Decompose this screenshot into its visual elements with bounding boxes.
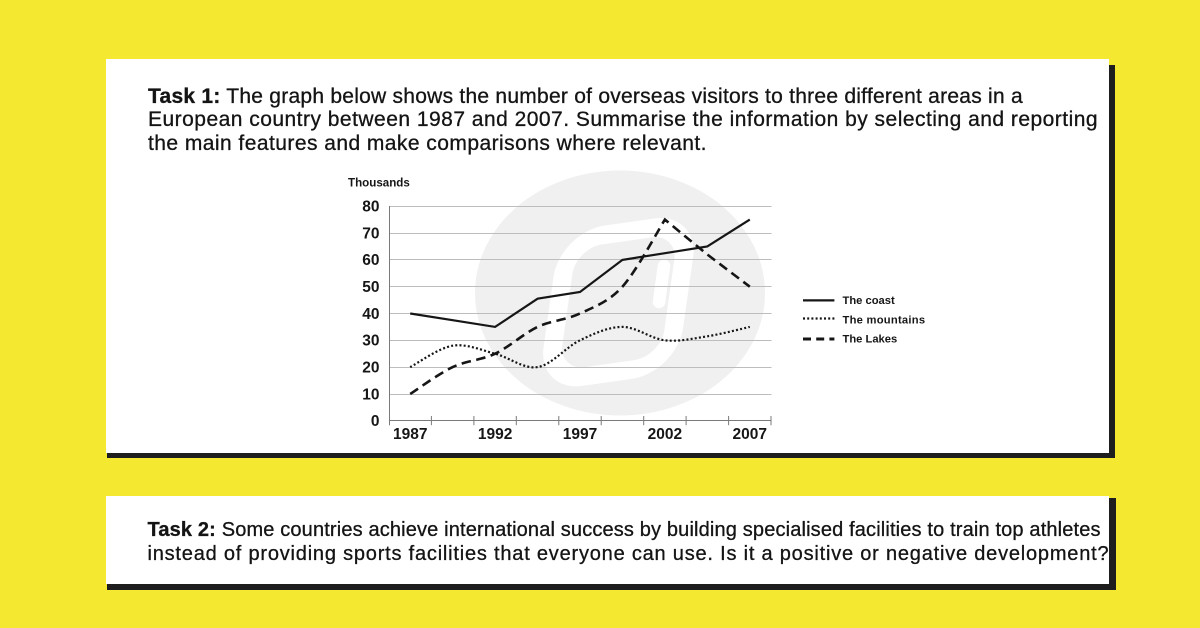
svg-text:1987: 1987: [393, 426, 427, 443]
svg-text:80: 80: [362, 199, 379, 216]
svg-text:20: 20: [362, 360, 379, 377]
svg-text:The coast: The coast: [843, 295, 895, 307]
svg-text:60: 60: [362, 252, 379, 269]
svg-text:0: 0: [371, 413, 380, 430]
svg-text:Thousands: Thousands: [348, 177, 410, 190]
svg-text:2007: 2007: [733, 426, 767, 443]
svg-text:70: 70: [362, 225, 379, 242]
svg-text:30: 30: [362, 333, 379, 350]
svg-text:The mountains: The mountains: [843, 314, 926, 326]
svg-text:1997: 1997: [563, 426, 597, 443]
svg-text:50: 50: [362, 279, 379, 296]
svg-text:40: 40: [362, 306, 379, 323]
svg-text:The Lakes: The Lakes: [843, 334, 898, 346]
svg-text:2002: 2002: [648, 426, 682, 443]
svg-text:1992: 1992: [478, 426, 512, 443]
svg-text:10: 10: [362, 386, 379, 403]
